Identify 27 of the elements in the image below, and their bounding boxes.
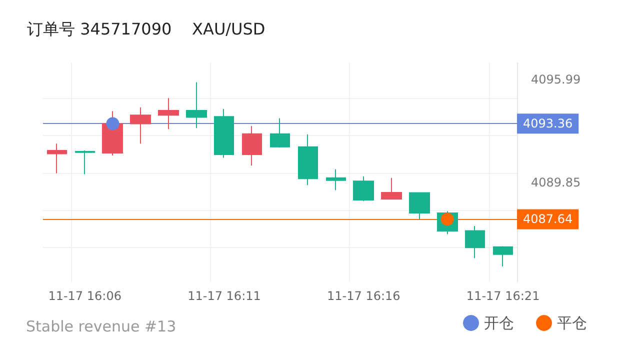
legend-label: 开仓 — [484, 314, 514, 332]
y-tick-label: 4089.85 — [531, 175, 581, 190]
candlestick — [130, 106, 151, 144]
candlestick — [381, 177, 402, 200]
x-tick-label: 11-17 16:06 — [48, 289, 122, 303]
candlestick — [326, 168, 346, 191]
ref-line-label: 4087.64 — [523, 212, 573, 226]
chart-title: 订单号 345717090 XAU/USD — [27, 20, 266, 38]
candlestick — [186, 82, 207, 129]
x-tick-label: 11-17 16:16 — [327, 289, 400, 303]
candlestick — [214, 108, 234, 158]
text: Stable revenue #13 — [26, 318, 176, 336]
candlestick — [158, 98, 179, 130]
candlestick — [75, 150, 95, 175]
candlestick — [47, 143, 67, 174]
candlestick — [465, 226, 485, 259]
candlestick — [353, 176, 374, 202]
ref-line-label: 4093.36 — [523, 116, 573, 131]
candlestick — [409, 192, 430, 220]
legend-label: 平仓 — [557, 314, 587, 332]
candlestick — [242, 125, 262, 166]
candlestick — [493, 246, 513, 267]
candlestick — [298, 134, 318, 186]
x-tick-label: 11-17 16:21 — [466, 289, 540, 303]
x-tick-label: 11-17 16:11 — [188, 289, 261, 303]
candlestick — [270, 118, 290, 148]
y-tick-label: 4095.99 — [531, 72, 581, 87]
